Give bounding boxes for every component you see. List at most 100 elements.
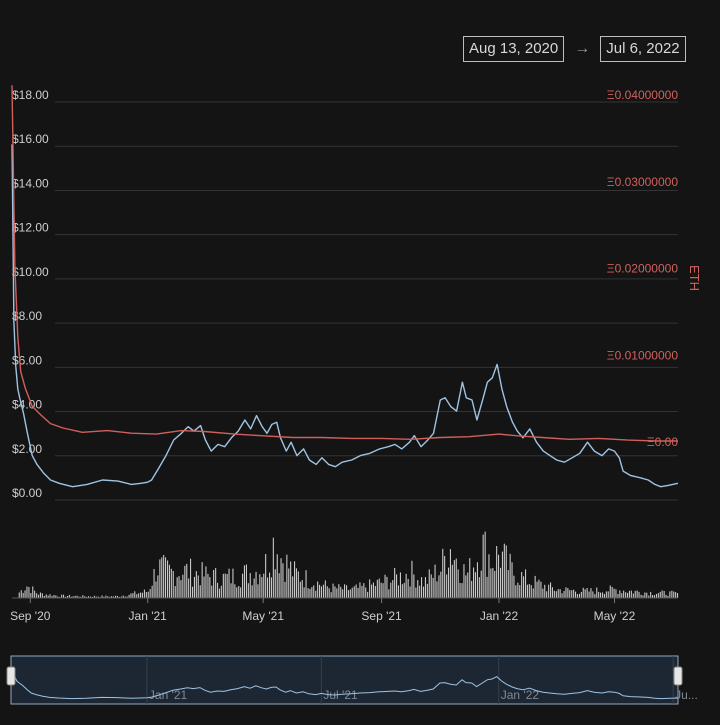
volume-bar xyxy=(444,555,446,598)
volume-bar xyxy=(76,595,78,598)
end-date-button[interactable]: Jul 6, 2022 xyxy=(600,36,686,62)
volume-bar xyxy=(486,576,488,598)
y-axis-left-tick-label: $10.00 xyxy=(12,265,49,279)
volume-bar xyxy=(278,573,280,598)
x-axis-tick-label: Sep '20 xyxy=(10,609,51,623)
volume-bar xyxy=(605,591,607,598)
volume-bar xyxy=(86,596,88,598)
start-date-button[interactable]: Aug 13, 2020 xyxy=(463,36,565,62)
volume-bar xyxy=(361,585,363,598)
volume-bar xyxy=(586,588,588,598)
volume-bar xyxy=(309,588,311,598)
volume-bar xyxy=(213,570,215,598)
volume-bar xyxy=(384,574,386,598)
volume-bar xyxy=(126,596,128,598)
volume-bar xyxy=(155,581,157,598)
volume-bar xyxy=(322,584,324,598)
navigator-right-handle[interactable] xyxy=(673,666,683,686)
volume-bar xyxy=(295,568,297,598)
volume-bar xyxy=(421,577,423,598)
volume-bar xyxy=(413,574,415,598)
volume-bar xyxy=(571,590,573,598)
volume-bar xyxy=(347,590,349,598)
volume-bar xyxy=(567,588,569,598)
volume-bar xyxy=(120,596,122,598)
volume-bar xyxy=(290,561,292,598)
volume-bar xyxy=(59,596,61,598)
volume-bar xyxy=(265,554,267,598)
volume-bar xyxy=(218,588,220,598)
volume-bar xyxy=(526,584,528,598)
x-axis-tick-label: Jan '22 xyxy=(480,609,519,623)
y-axis-left-tick-label: $0.00 xyxy=(12,486,42,500)
navigator-line xyxy=(11,674,679,700)
volume-bar xyxy=(270,577,272,598)
volume-bar xyxy=(407,578,409,598)
volume-bar xyxy=(661,590,663,598)
volume-bar xyxy=(609,585,611,598)
volume-bar xyxy=(51,596,53,598)
volume-bar xyxy=(240,587,242,598)
volume-bar xyxy=(232,568,234,598)
volume-bar xyxy=(371,584,373,598)
volume-bar xyxy=(419,585,421,598)
volume-bar xyxy=(365,587,367,598)
volume-bar xyxy=(611,586,613,598)
volume-bar xyxy=(186,563,188,598)
volume-bar xyxy=(116,596,118,598)
volume-bar xyxy=(515,585,517,598)
volume-bar xyxy=(582,587,584,598)
volume-bar xyxy=(159,559,161,598)
volume-bar xyxy=(551,587,553,598)
volume-bar xyxy=(43,596,45,598)
volume-bar xyxy=(667,595,669,598)
volume-bar xyxy=(282,563,284,598)
volume-bar xyxy=(215,568,217,598)
volume-bar xyxy=(140,592,142,598)
volume-bar xyxy=(461,583,463,598)
volume-bar xyxy=(297,571,299,598)
volume-bar xyxy=(64,596,66,598)
volume-bar xyxy=(559,589,561,598)
volume-bar xyxy=(376,579,378,598)
volume-bar xyxy=(20,590,22,598)
volume-bar xyxy=(446,574,448,598)
volume-bar xyxy=(274,569,276,598)
volume-bar xyxy=(207,573,209,598)
volume-bar xyxy=(128,594,130,598)
volume-bar xyxy=(594,594,596,598)
volume-bar xyxy=(328,588,330,598)
volume-bar xyxy=(494,570,496,598)
volume-bar xyxy=(423,586,425,598)
volume-bar xyxy=(134,591,136,598)
volume-bar xyxy=(573,589,575,598)
volume-bar xyxy=(157,575,159,598)
volume-bar xyxy=(168,564,170,598)
volume-bar xyxy=(503,543,505,598)
volume-bar xyxy=(596,587,598,598)
volume-bar xyxy=(190,558,192,598)
volume-bar xyxy=(513,575,515,598)
x-axis-tick-label: Jan '21 xyxy=(129,609,168,623)
volume-bar xyxy=(449,549,451,598)
volume-bar xyxy=(488,554,490,598)
volume-bar xyxy=(41,593,43,598)
volume-bar xyxy=(480,570,482,598)
navigator-left-handle[interactable] xyxy=(6,666,16,686)
eth-price-line xyxy=(11,85,678,442)
volume-bar xyxy=(236,587,238,598)
volume-bar xyxy=(324,580,326,598)
y-axis-left-tick-label: $8.00 xyxy=(12,309,42,323)
volume-bar xyxy=(663,591,665,598)
volume-bar xyxy=(349,589,351,598)
y-axis-right-tick-label: Ξ0.01000000 xyxy=(607,348,679,362)
volume-bar xyxy=(448,567,450,598)
volume-bar xyxy=(188,578,190,598)
volume-bar xyxy=(344,584,346,598)
volume-bar xyxy=(319,584,321,598)
volume-bar xyxy=(532,588,534,598)
volume-bar xyxy=(530,585,532,598)
volume-bar xyxy=(18,592,20,598)
volume-bar xyxy=(197,575,199,598)
volume-bar xyxy=(405,573,407,598)
